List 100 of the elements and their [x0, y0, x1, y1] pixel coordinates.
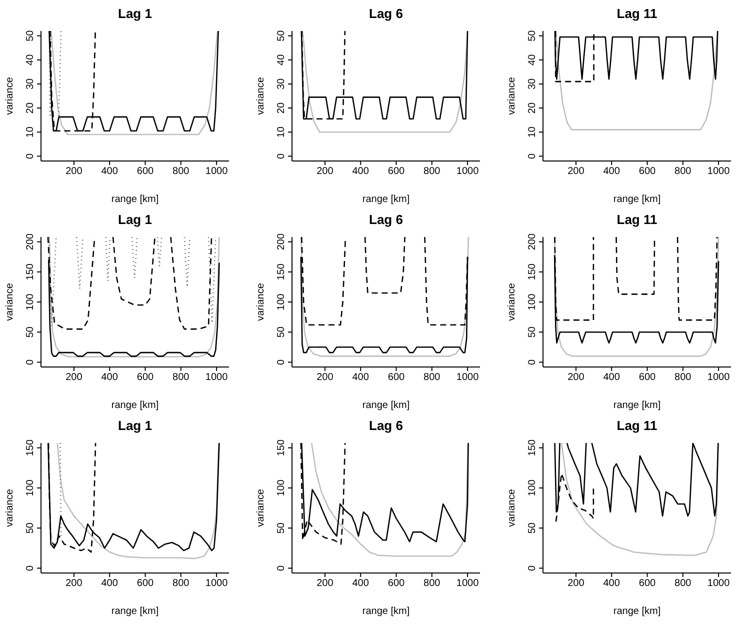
x-tick-label: 1000: [707, 166, 730, 178]
line-series: [554, 237, 720, 357]
x-tick-label: 600: [136, 372, 154, 384]
y-tick-label: 150: [276, 263, 287, 280]
x-tick-label: 800: [172, 578, 190, 590]
x-tick-label: 400: [603, 166, 620, 178]
chart-title: Lag 6: [368, 418, 404, 433]
x-axis-title: range [km]: [613, 194, 661, 205]
line-series: [310, 443, 469, 557]
x-axis-title: range [km]: [362, 606, 410, 617]
y-tick-label: 100: [527, 293, 538, 310]
y-tick-label: 100: [276, 293, 287, 310]
x-tick-label: 1000: [456, 166, 480, 178]
y-tick-label: 50: [276, 30, 287, 42]
x-tick-label: 800: [674, 166, 692, 178]
y-axis-title: variance: [256, 488, 267, 527]
y-tick-label: 10: [25, 126, 36, 138]
x-tick-label: 400: [101, 166, 118, 178]
x-tick-label: 200: [316, 372, 334, 384]
x-tick-label: 800: [424, 166, 441, 178]
y-tick-label: 10: [527, 126, 538, 138]
chart-title: Lag 11: [616, 212, 658, 227]
y-tick-label: 40: [25, 54, 36, 66]
y-tick-label: 0: [276, 564, 287, 571]
y-axis-title: variance: [256, 76, 267, 115]
line-series: [555, 31, 718, 130]
x-tick-label: 400: [603, 578, 620, 590]
x-tick-label: 600: [638, 372, 656, 384]
y-axis-title: variance: [4, 488, 16, 527]
x-axis-title: range [km]: [111, 194, 159, 205]
y-tick-label: 0: [25, 358, 36, 365]
x-tick-label: 200: [568, 166, 585, 178]
y-tick-label: 50: [25, 522, 36, 534]
x-tick-label: 200: [66, 166, 83, 178]
chart-title: Lag 1: [117, 418, 153, 433]
x-axis-title: range [km]: [613, 606, 661, 617]
x-tick-label: 1000: [456, 372, 480, 384]
chart-title: Lag 11: [616, 6, 658, 21]
line-series: [560, 443, 719, 556]
x-tick-label: 1000: [707, 372, 730, 384]
chart-title: Lag 11: [616, 418, 658, 433]
y-tick-label: 0: [527, 152, 538, 159]
x-axis-title: range [km]: [613, 400, 661, 411]
x-tick-label: 800: [172, 166, 190, 178]
x-tick-label: 400: [101, 578, 118, 590]
x-tick-label: 800: [172, 372, 190, 384]
x-tick-label: 600: [638, 166, 656, 178]
y-tick-label: 20: [276, 102, 287, 114]
chart-title: Lag 6: [368, 212, 404, 227]
x-axis-title: range [km]: [111, 606, 159, 617]
y-axis-title: variance: [506, 76, 518, 115]
y-tick-label: 0: [25, 152, 36, 159]
y-tick-label: 0: [527, 358, 538, 365]
chart-title: Lag 1: [117, 6, 153, 21]
y-tick-label: 100: [25, 293, 36, 310]
x-tick-label: 1000: [707, 578, 730, 590]
y-tick-label: 150: [527, 439, 538, 456]
y-tick-label: 50: [25, 326, 36, 338]
x-tick-label: 600: [388, 372, 406, 384]
y-tick-label: 150: [25, 263, 36, 280]
y-tick-label: 30: [276, 78, 287, 90]
y-tick-label: 150: [276, 439, 287, 456]
y-tick-label: 20: [527, 102, 538, 114]
y-tick-label: 100: [25, 479, 36, 496]
x-tick-label: 400: [101, 372, 118, 384]
y-tick-label: 150: [527, 263, 538, 280]
y-axis-title: variance: [256, 282, 267, 321]
x-tick-label: 800: [674, 372, 692, 384]
x-axis-title: range [km]: [111, 400, 159, 411]
y-tick-label: 200: [276, 233, 287, 250]
x-tick-label: 400: [352, 166, 370, 178]
x-tick-label: 400: [603, 372, 620, 384]
y-tick-label: 0: [25, 564, 36, 571]
x-tick-label: 1000: [205, 578, 228, 590]
y-tick-label: 40: [276, 54, 287, 66]
chart-title: Lag 1: [117, 212, 153, 227]
y-tick-label: 30: [25, 78, 36, 90]
x-tick-label: 200: [568, 372, 585, 384]
x-tick-label: 200: [568, 578, 585, 590]
y-tick-label: 20: [25, 102, 36, 114]
y-tick-label: 200: [25, 233, 36, 250]
x-tick-label: 600: [136, 578, 154, 590]
y-tick-label: 50: [527, 522, 538, 534]
y-tick-label: 30: [527, 78, 538, 90]
x-tick-label: 600: [388, 578, 406, 590]
y-tick-label: 50: [276, 326, 287, 338]
y-axis-title: variance: [4, 282, 16, 321]
y-axis-title: variance: [506, 282, 518, 321]
x-tick-label: 800: [674, 578, 692, 590]
x-tick-label: 1000: [456, 578, 480, 590]
x-tick-label: 200: [66, 578, 83, 590]
line-series: [48, 237, 220, 358]
y-tick-label: 100: [276, 479, 287, 496]
x-tick-label: 1000: [205, 166, 228, 178]
chart-title: Lag 6: [368, 6, 404, 21]
y-tick-label: 0: [276, 358, 287, 365]
y-tick-label: 40: [527, 54, 538, 66]
x-tick-label: 400: [352, 578, 370, 590]
x-tick-label: 200: [316, 166, 334, 178]
y-tick-label: 50: [527, 326, 538, 338]
